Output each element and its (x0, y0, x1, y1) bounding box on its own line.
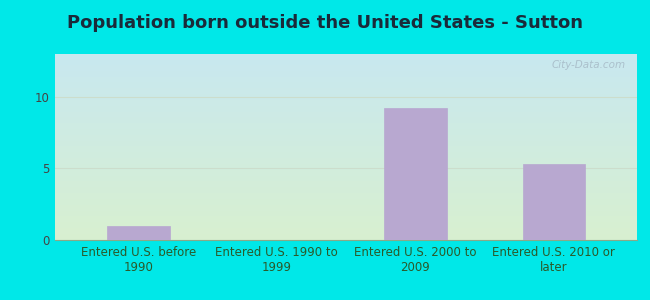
Bar (384, 108, 447, 240)
Bar (107, 226, 170, 240)
Text: City-Data.com: City-Data.com (551, 60, 625, 70)
Text: Population born outside the United States - Sutton: Population born outside the United State… (67, 14, 583, 32)
Bar (523, 164, 585, 240)
